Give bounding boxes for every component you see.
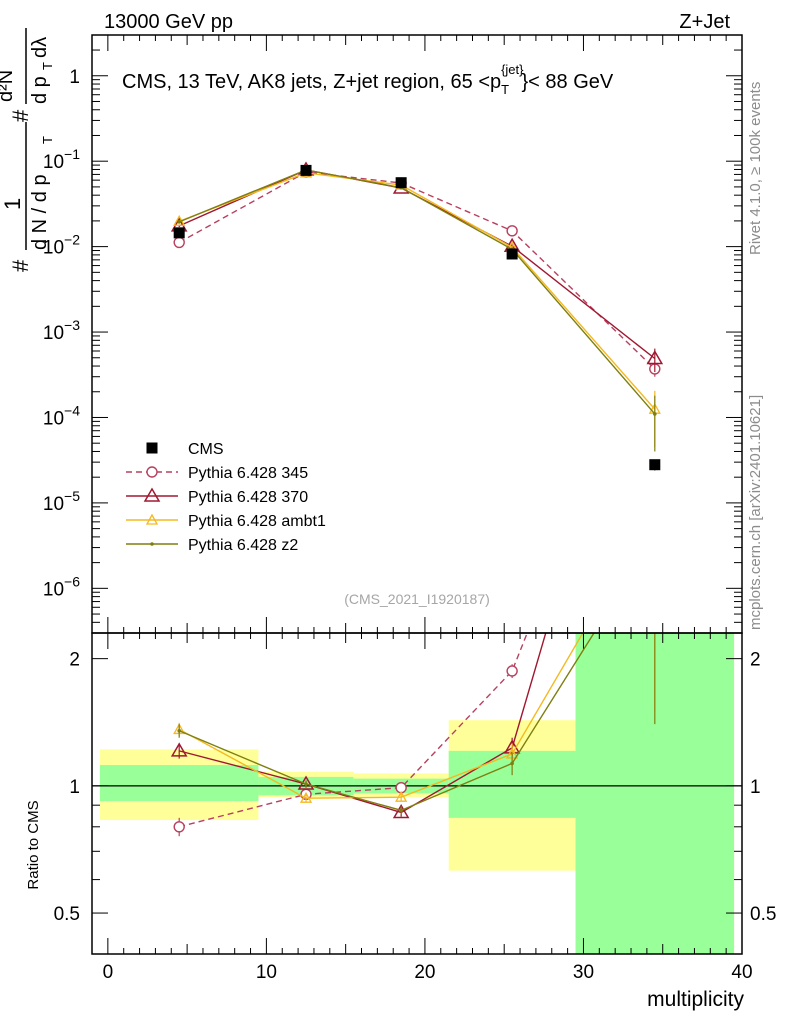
- main-title-sup: {jet}: [501, 62, 524, 77]
- main-line-1: [178, 171, 656, 370]
- ratio-uncertainty-bands: [99, 633, 735, 954]
- y-tick-label-1: 10−1: [43, 146, 80, 173]
- main-point-0-1: [300, 164, 312, 176]
- y-tick-label-2: 10−2: [43, 232, 80, 259]
- legend-marker-2: [143, 487, 161, 502]
- ratio-point-3-2: [399, 808, 403, 813]
- ratio-y-tick-label-right-1: 1: [750, 777, 761, 798]
- ratio-y-axis-label: Ratio to CMS: [25, 800, 42, 889]
- ratio-y-tick-label-left-1: 1: [69, 777, 80, 798]
- legend-marker-3: [145, 513, 159, 525]
- rivet-version-label: Rivet 4.1.0, ≥ 100k events: [747, 82, 764, 255]
- legend-label-1: Pythia 6.428 345: [188, 465, 308, 482]
- ylabel-hash-2: #: [8, 109, 33, 122]
- axis-ticks: [92, 34, 743, 955]
- legend-item-3: Pythia 6.428 ambt1: [126, 513, 326, 530]
- y-tick-label-3: 10−3: [43, 317, 80, 344]
- ratio-point-2-2: [395, 790, 408, 802]
- y-tick-label-0: 1: [69, 67, 80, 88]
- legend-marker-4: [150, 542, 154, 546]
- ylabel-dpt: d p: [29, 76, 51, 104]
- legend: CMS Pythia 6.428 345 Pythia 6.428 370 Pythi…: [126, 441, 326, 554]
- ratio-series-3: [177, 534, 657, 815]
- main-line-3: [178, 172, 656, 410]
- ylabel-t-2: T: [40, 62, 55, 70]
- ratio-point-0-3: [506, 665, 518, 677]
- header-right: Z+Jet: [679, 11, 730, 33]
- y-tick-label-6: 10−6: [43, 573, 80, 600]
- ratio-point-3-0: [177, 728, 181, 733]
- analysis-watermark: (CMS_2021_I1920187): [344, 591, 490, 607]
- x-tick-label-30: 30: [573, 962, 594, 983]
- main-y-axis-label: # 1 d N / d p T # d²N d p T dλ: [0, 28, 55, 272]
- ratio-y-tick-label-left-0: 0.5: [54, 904, 80, 925]
- main-point-0-2: [395, 177, 407, 189]
- x-tick-label-20: 20: [414, 962, 435, 983]
- ylabel-t-1: T: [40, 136, 55, 144]
- ratio-panel-frame: [91, 632, 743, 955]
- ratio-y-tick-label-left-2: 2: [69, 650, 80, 671]
- ratio-y-tick-label-right-0: 0.5: [750, 904, 776, 925]
- ratio-point-1-4: [648, 254, 662, 266]
- ratio-point-0-4: [650, 307, 660, 317]
- main-point-1-0: [173, 236, 185, 249]
- legend-marker-1: [146, 466, 158, 478]
- x-axis-label: multiplicity: [647, 988, 744, 1011]
- ratio-point-3-3: [510, 761, 514, 766]
- main-title-sub: T: [501, 82, 509, 97]
- main-title-before: CMS, 13 TeV, AK8 jets, Z+jet region, 65 …: [122, 71, 501, 93]
- ratio-point-3-4: [653, 534, 657, 538]
- mcplots-label: mcplots.cern.ch [arXiv:2401.10621]: [747, 395, 764, 630]
- main-title-after: }< 88 GeV: [522, 71, 614, 93]
- ylabel-dn: d N / d p: [29, 174, 51, 250]
- main-line-2: [178, 169, 656, 360]
- main-title: CMS, 13 TeV, AK8 jets, Z+jet region, 65 …: [122, 62, 614, 97]
- main-point-2-4: [646, 350, 664, 365]
- ratio-point-1-2: [392, 803, 410, 819]
- ratio-y-tick-label-right-2: 2: [750, 650, 761, 671]
- legend-item-1: Pythia 6.428 345: [126, 465, 308, 482]
- legend-item-4: Pythia 6.428 z2: [126, 537, 298, 554]
- x-tick-label-40: 40: [731, 962, 752, 983]
- main-point-4-4: [653, 412, 657, 416]
- ratio-point-0-0: [173, 821, 185, 833]
- main-point-0-4: [649, 459, 661, 471]
- main-line-4: [178, 169, 656, 415]
- legend-label-3: Pythia 6.428 ambt1: [188, 513, 326, 530]
- main-point-4-0: [177, 220, 181, 224]
- ratio-panel-series: [170, 254, 662, 837]
- main-series-4: [177, 168, 657, 452]
- ratio-point-1-0: [170, 742, 188, 757]
- main-series-3: [173, 166, 661, 448]
- legend-marker-0: [146, 442, 158, 454]
- band-inner-0: [99, 765, 259, 802]
- legend-label-0: CMS: [188, 441, 224, 458]
- main-point-0-0: [173, 227, 185, 239]
- main-point-0-3: [506, 248, 518, 260]
- x-tick-label-0: 0: [103, 962, 114, 983]
- ratio-point-2-1: [299, 791, 313, 803]
- main-panel-series: [170, 161, 664, 471]
- axis-tick-labels: 0 10 20 30 40 1 10−1 10−2 10−3 10−4 10−5 10−6 0.5 0.5…: [43, 67, 777, 983]
- ratio-point-3-1: [304, 782, 308, 786]
- ylabel-hash-1: #: [8, 259, 33, 272]
- legend-label-2: Pythia 6.428 370: [188, 489, 308, 506]
- ylabel-dl: dλ: [29, 37, 51, 58]
- ylabel-d2n: d²N: [0, 70, 17, 102]
- legend-item-2: Pythia 6.428 370: [126, 487, 308, 506]
- main-series-1: [173, 166, 661, 377]
- legend-item-0: CMS: [146, 441, 224, 458]
- y-tick-label-4: 10−4: [43, 402, 80, 429]
- ylabel-one: 1: [0, 198, 25, 210]
- main-point-1-3: [506, 225, 518, 237]
- y-tick-label-5: 10−5: [43, 488, 80, 515]
- header-left: 13000 GeV pp: [104, 11, 233, 33]
- x-tick-label-10: 10: [256, 962, 277, 983]
- legend-label-4: Pythia 6.428 z2: [188, 537, 298, 554]
- ratio-point-2-4: [650, 505, 660, 514]
- main-series-0: [173, 164, 661, 471]
